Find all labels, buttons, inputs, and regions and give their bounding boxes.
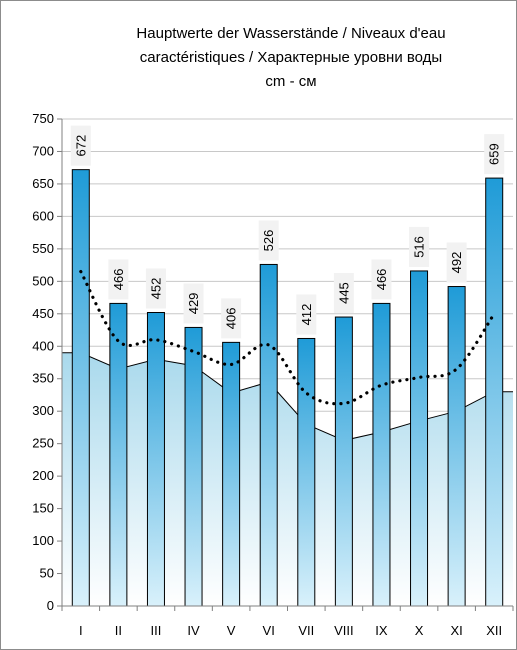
bar [372,302,391,607]
y-tick-label: 150 [32,501,54,516]
data-label: 492 [449,252,464,274]
bar [410,270,429,607]
bar [447,286,466,607]
x-tick-label: IX [375,623,388,638]
y-tick-label: 0 [47,598,54,613]
data-label: 672 [73,135,88,157]
x-tick-label: XI [450,623,462,638]
area-fill [62,352,513,606]
data-label: 659 [487,143,502,165]
data-label: 466 [111,269,126,291]
bar [297,337,316,607]
data-label-bg [484,134,505,175]
axes: 0 50 100 150 200 250 300 350 400 450 500 550 600 650 7… [32,111,514,638]
bar [334,316,353,607]
data-label: 516 [412,236,427,258]
data-label-bg [108,259,129,300]
data-label-bg [258,220,279,261]
chart-title-box [86,12,496,96]
y-tick-label: 750 [32,111,54,126]
x-tick-label: VI [263,623,275,638]
data-label-bg [221,298,242,339]
y-tick-label: 650 [32,176,54,191]
y-tick-label: 450 [32,306,54,321]
dotted-line [79,269,496,406]
data-label: 466 [374,269,389,291]
y-tick-label: 200 [32,468,54,483]
data-label: 526 [261,230,276,252]
data-label-bg [446,242,467,283]
bar [485,177,504,607]
x-tick-label: IV [187,623,200,638]
bar [109,302,128,607]
bar-series [71,169,504,607]
data-label-bg [145,268,166,309]
x-tick-label: X [415,623,424,638]
y-tick-label: 350 [32,371,54,386]
chart-title-line-3: cm - см [265,73,316,90]
x-tick-label: V [227,623,236,638]
data-label: 412 [299,304,314,326]
data-label: 452 [148,278,163,300]
data-label-bg [296,294,317,335]
data-label-bg [409,226,430,267]
data-label-bg [183,283,204,324]
data-label-bg [333,273,354,314]
dotted-line-series [79,269,496,406]
data-labels: 672 466 452 429 406 526 412 445 466 516 492 659 [70,125,505,339]
data-label: 445 [336,282,351,304]
x-tick-label: VIII [334,623,354,638]
bar [259,263,278,607]
x-tick-label: VII [298,623,314,638]
x-tick-label: I [79,623,83,638]
y-tick-label: 500 [32,273,54,288]
y-tick-label: 400 [32,338,54,353]
x-tick-label: XII [486,623,502,638]
bar [146,312,165,607]
y-tick-label: 600 [32,208,54,223]
bar [222,341,241,607]
y-tick-label: 100 [32,533,54,548]
chart-title-line-1: Hauptwerte der Wasserstände / Niveaux d'… [136,25,445,42]
x-tick-label: II [115,623,122,638]
y-tick-label: 250 [32,436,54,451]
data-label-bg [371,259,392,300]
y-tick-label: 50 [40,566,54,581]
y-tick-label: 550 [32,241,54,256]
y-tick-label: 700 [32,143,54,158]
bar [184,326,203,607]
x-tick-label: III [151,623,162,638]
data-label: 406 [224,308,239,330]
bar [71,169,90,607]
data-label-bg [70,125,91,166]
y-tick-label: 300 [32,403,54,418]
chart-title-line-2: caractéristiques / Характерные уровни во… [140,49,442,66]
data-label: 429 [186,293,201,315]
